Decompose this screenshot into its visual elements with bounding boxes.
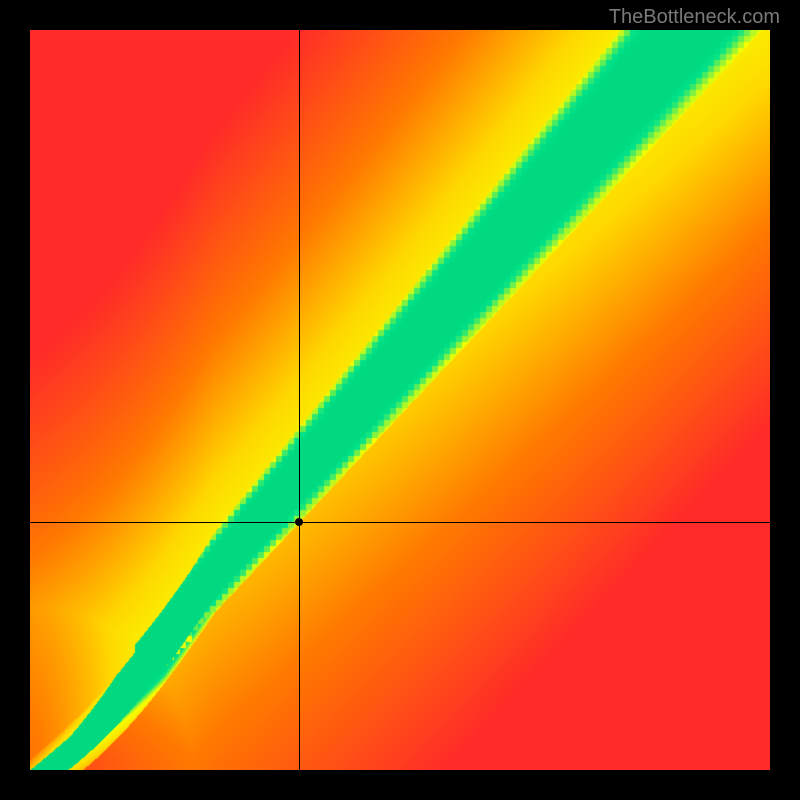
data-point (295, 518, 303, 526)
watermark-text: TheBottleneck.com (609, 6, 780, 29)
crosshair-horizontal (30, 522, 770, 523)
heatmap-canvas (30, 30, 770, 770)
crosshair-vertical (299, 30, 300, 770)
plot-area (30, 30, 770, 770)
